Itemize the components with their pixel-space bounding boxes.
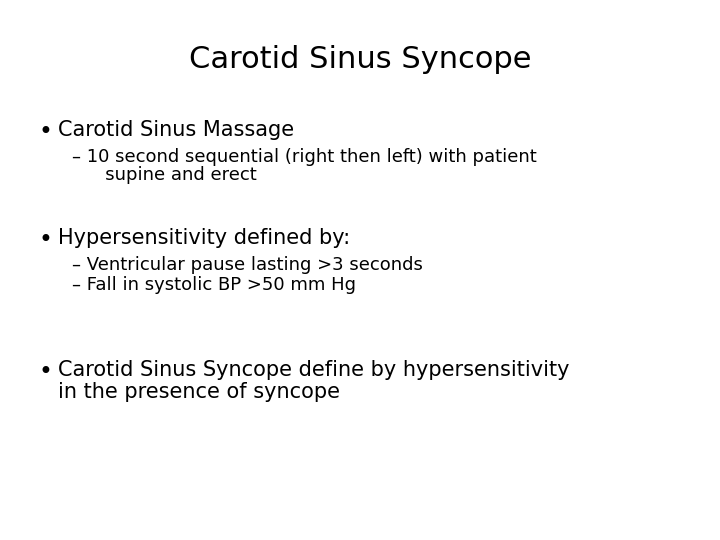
Text: Carotid Sinus Syncope define by hypersensitivity: Carotid Sinus Syncope define by hypersen… xyxy=(58,360,570,380)
Text: – 10 second sequential (right then left) with patient: – 10 second sequential (right then left)… xyxy=(72,148,536,166)
Text: supine and erect: supine and erect xyxy=(88,166,257,184)
Text: •: • xyxy=(38,360,52,384)
Text: – Fall in systolic BP >50 mm Hg: – Fall in systolic BP >50 mm Hg xyxy=(72,276,356,294)
Text: •: • xyxy=(38,120,52,144)
Text: – Ventricular pause lasting >3 seconds: – Ventricular pause lasting >3 seconds xyxy=(72,256,423,274)
Text: Hypersensitivity defined by:: Hypersensitivity defined by: xyxy=(58,228,350,248)
Text: •: • xyxy=(38,228,52,252)
Text: in the presence of syncope: in the presence of syncope xyxy=(58,382,340,402)
Text: Carotid Sinus Massage: Carotid Sinus Massage xyxy=(58,120,294,140)
Text: Carotid Sinus Syncope: Carotid Sinus Syncope xyxy=(189,45,531,74)
